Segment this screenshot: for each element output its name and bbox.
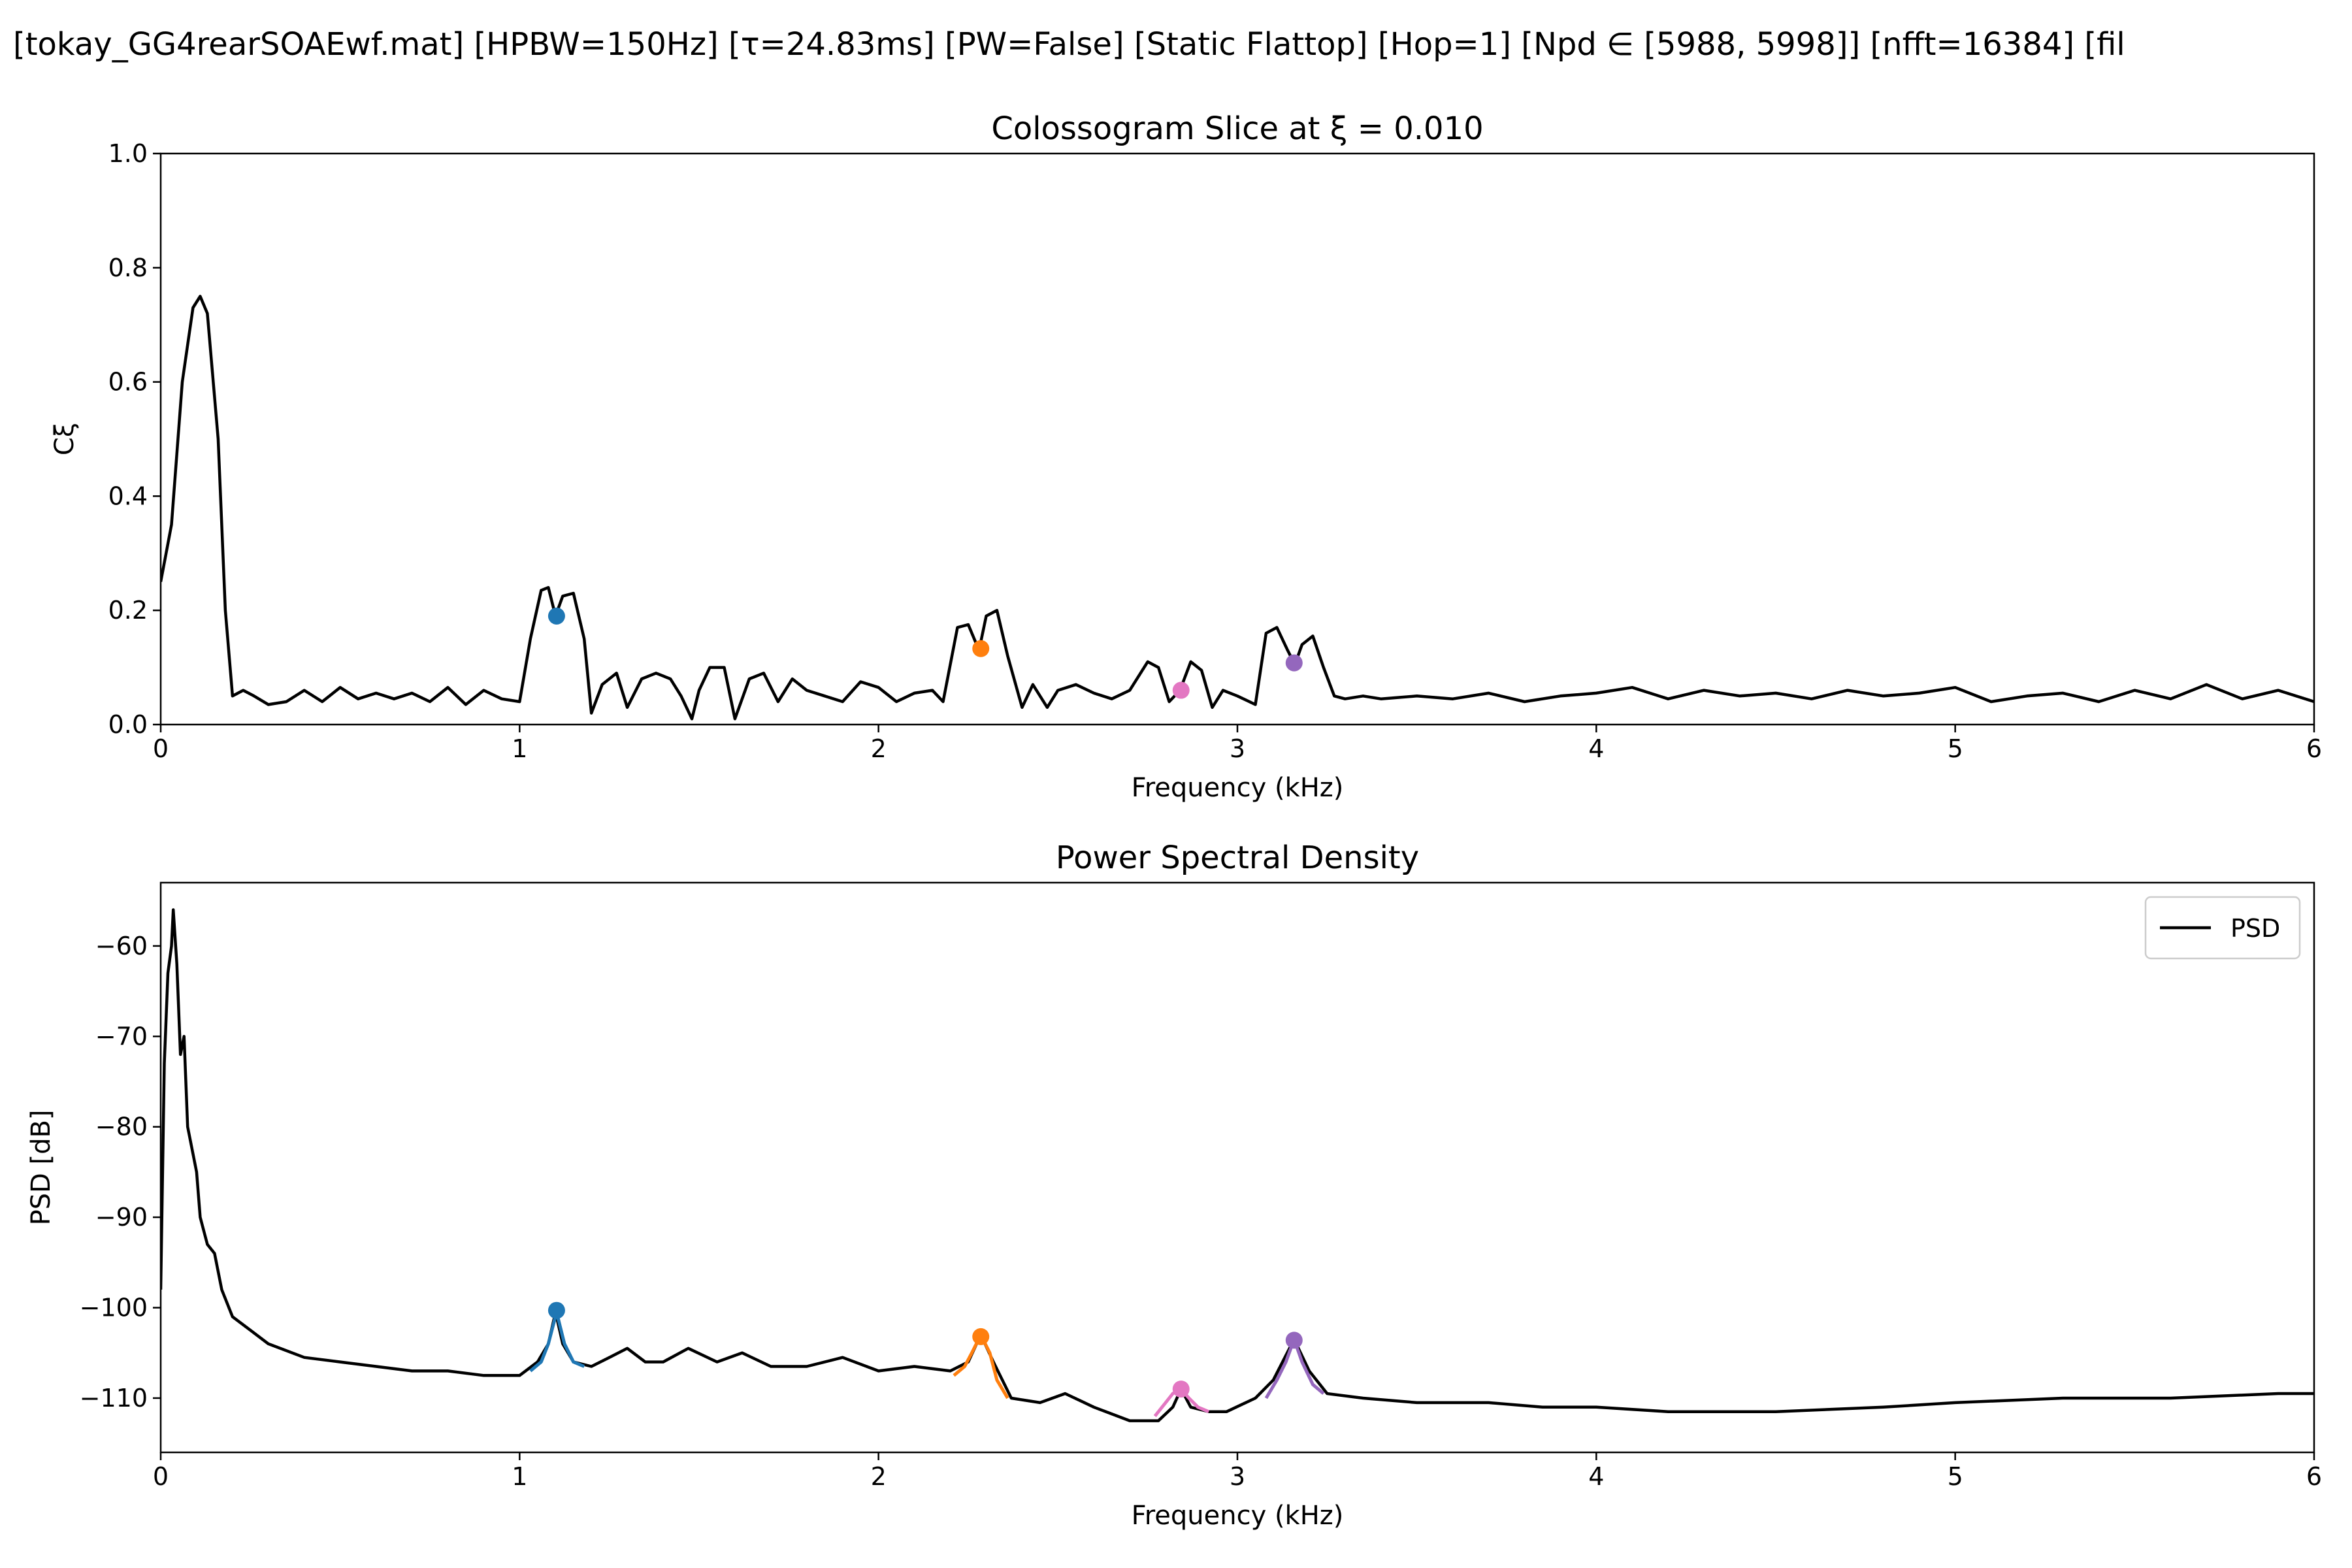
colossogram-peak-marker xyxy=(547,607,565,625)
colossogram-xtick-label: 1 xyxy=(512,734,527,763)
colossogram-xtick-label: 5 xyxy=(1948,734,1963,763)
psd-peak-marker xyxy=(1285,1331,1303,1349)
colossogram-ytick-label: 1.0 xyxy=(108,139,148,168)
psd-ytick-label: −70 xyxy=(95,1022,148,1051)
colossogram-ytick-label: 0.2 xyxy=(108,596,148,625)
psd-peak-marker xyxy=(547,1301,565,1319)
colossogram-series-line xyxy=(161,295,2314,721)
psd-ytick-label: −90 xyxy=(95,1203,148,1232)
psd-legend-label: PSD xyxy=(2230,914,2280,943)
colossogram-xtick-label: 0 xyxy=(153,734,169,763)
psd-peak-highlight-line xyxy=(529,1311,585,1373)
psd-series-line xyxy=(161,908,2314,1422)
psd-xtick-label: 3 xyxy=(1230,1462,1245,1491)
psd-xtick-label: 5 xyxy=(1948,1462,1963,1491)
psd-ylabel: PSD [dB] xyxy=(26,1109,56,1225)
psd-ytick-label: −100 xyxy=(80,1294,148,1322)
psd-axes: 0 1 2 3 4 5 6 −60 −70 −80 −90 −100 −110 Power Spectra… xyxy=(26,840,2322,1531)
colossogram-ytick-label: 0.8 xyxy=(108,253,148,282)
colossogram-axes: 0 1 2 3 4 5 6 0.0 0.2 0.4 0.6 0.8 1.0 Colossogram Sli… xyxy=(50,110,2322,803)
psd-xtick-label: 1 xyxy=(512,1462,527,1491)
colossogram-xlabel: Frequency (kHz) xyxy=(1132,773,1344,803)
figure-suptitle: [tokay_GG4rearSOAEwf.mat] [HPBW=150Hz] [… xyxy=(13,26,2125,63)
colossogram-peak-marker xyxy=(1172,681,1190,699)
colossogram-axes-frame xyxy=(159,152,2315,726)
psd-legend-frame xyxy=(2144,896,2301,960)
psd-ytick-label: −80 xyxy=(95,1113,148,1141)
psd-legend: PSD xyxy=(2144,896,2301,960)
colossogram-peak-marker xyxy=(1285,654,1303,672)
colossogram-ytick-label: 0.6 xyxy=(108,368,148,397)
colossogram-title: Colossogram Slice at ξ = 0.010 xyxy=(991,110,1483,147)
colossogram-xtick-label: 2 xyxy=(871,734,887,763)
colossogram-xtick-label: 3 xyxy=(1230,734,1245,763)
colossogram-xtick-label: 4 xyxy=(1588,734,1604,763)
colossogram-peak-marker xyxy=(972,640,990,657)
psd-xtick-label: 0 xyxy=(153,1462,169,1491)
psd-title: Power Spectral Density xyxy=(1056,840,1419,876)
psd-ytick-label: −110 xyxy=(80,1384,148,1413)
colossogram-ylabel: Cξ xyxy=(50,423,80,455)
psd-xtick-label: 6 xyxy=(2306,1462,2322,1491)
psd-peak-marker xyxy=(1172,1380,1190,1398)
psd-xtick-label: 2 xyxy=(871,1462,887,1491)
psd-xlabel: Frequency (kHz) xyxy=(1132,1501,1344,1531)
colossogram-ytick-label: 0.0 xyxy=(108,710,148,739)
psd-xtick-label: 4 xyxy=(1588,1462,1604,1491)
colossogram-ytick-label: 0.4 xyxy=(108,482,148,510)
psd-peak-marker xyxy=(972,1328,990,1345)
colossogram-xtick-label: 6 xyxy=(2306,734,2322,763)
psd-axes-frame xyxy=(159,881,2315,1454)
psd-ytick-label: −60 xyxy=(95,932,148,960)
